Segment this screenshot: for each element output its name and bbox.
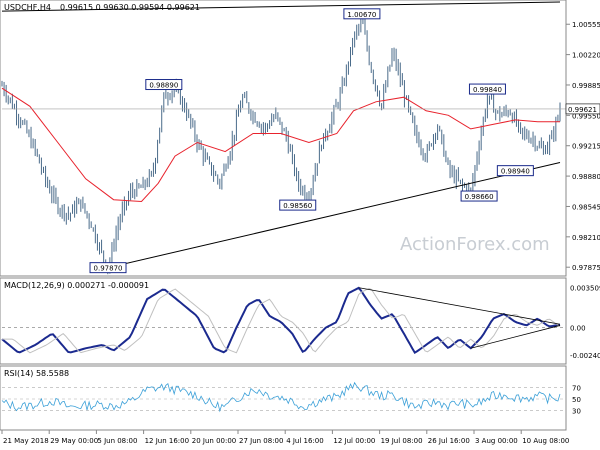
price-annotation-box xyxy=(460,190,498,202)
price-tick-label: 0.97875 xyxy=(572,264,600,272)
rsi-tick-label: 70 xyxy=(572,384,581,392)
time-tick-label: 26 Jul 16:00 xyxy=(428,437,470,445)
price-panel-frame xyxy=(0,0,567,277)
price-tick-label: 0.98210 xyxy=(572,234,600,242)
rsi-line xyxy=(1,381,561,413)
rsi-label: RSI(14) 58.5588 xyxy=(4,369,69,378)
time-axis: 21 May 2018 29 May 00:00 5 Jun 08:00 12 Jun… xyxy=(0,429,569,445)
current-price-marker: 0.99621 xyxy=(2,103,600,115)
time-tick-label: 12 Jun 16:00 xyxy=(145,437,189,445)
price-annotation-label: 0.98660 xyxy=(465,193,494,201)
ohlc-label: 0.99615 0.99630 0.99594 0.99621 xyxy=(60,3,200,12)
watermark: ActionForex.com xyxy=(400,234,550,255)
symbol-label: USDCHF,H4 xyxy=(4,3,51,12)
time-tick-label: 20 Jun 00:00 xyxy=(192,437,236,445)
price-annotation-label: 0.98560 xyxy=(283,202,312,210)
price-tick-label: 0.99885 xyxy=(572,82,600,90)
price-tick-label: 1.00220 xyxy=(572,52,600,60)
price-tick-label: 1.00555 xyxy=(572,21,600,29)
macd-tick-label: 0.00 xyxy=(570,325,586,333)
time-tick-label: 5 Jun 08:00 xyxy=(97,437,137,445)
current-price-label: 0.99621 xyxy=(568,106,597,114)
price-annotation-box xyxy=(496,165,534,177)
price-annotations: 0.97870 0.98890 0.98560 1.00670 0.99840 0.986… xyxy=(89,8,534,274)
macd-lines xyxy=(1,286,566,354)
price-annotation-label: 0.99840 xyxy=(473,86,502,94)
moving-average xyxy=(1,87,560,203)
trendline xyxy=(107,162,561,269)
price-tick-label: 0.99215 xyxy=(572,143,600,151)
price-annotation-box xyxy=(89,262,127,274)
macd-line xyxy=(1,286,561,354)
macd-label: MACD(12,26,9) 0.000271 -0.000091 xyxy=(4,281,149,290)
price-tick-label: 0.98880 xyxy=(572,173,600,181)
time-tick-label: 10 Aug 08:00 xyxy=(522,437,569,445)
price-annotation-box xyxy=(279,199,317,211)
price-annotation-label: 0.98890 xyxy=(149,82,178,90)
time-tick-label: 3 Aug 00:00 xyxy=(475,437,518,445)
price-panel: USDCHF,H4 0.99615 0.99630 0.99594 0.9962… xyxy=(0,0,600,277)
macd-signal-line xyxy=(2,287,561,354)
price-axis: 1.00555 1.00220 0.99885 0.99550 0.99215 0.988… xyxy=(566,21,600,272)
price-tick-label: 0.98545 xyxy=(572,203,600,211)
macd-panel-frame xyxy=(0,277,567,365)
time-tick-label: 19 Jul 08:00 xyxy=(381,437,423,445)
price-annotation-label: 1.00670 xyxy=(347,11,376,19)
time-tick-label: 27 Jun 08:00 xyxy=(239,437,283,445)
time-tick-label: 29 May 00:00 xyxy=(50,437,98,445)
candles xyxy=(1,12,561,275)
time-tick-label: 21 May 2018 xyxy=(3,437,49,445)
price-annotation-label: 0.98940 xyxy=(501,168,530,176)
trendlines xyxy=(1,1,561,269)
price-annotation-box xyxy=(145,79,183,91)
macd-trendline xyxy=(470,325,561,349)
time-tick-label: 12 Jul 00:00 xyxy=(333,437,375,445)
rsi-tick-label: 50 xyxy=(572,396,581,404)
macd-axis: 0.003509 0.00 -0.002408 xyxy=(570,285,600,361)
trendline xyxy=(1,1,561,12)
rsi-axis: 70 50 30 xyxy=(2,384,581,416)
rsi-tick-label: 30 xyxy=(572,408,581,416)
macd-tick-label: 0.003509 xyxy=(570,285,600,293)
price-annotation-label: 0.97870 xyxy=(94,265,123,273)
current-price-box xyxy=(565,103,600,115)
price-annotation-box xyxy=(468,83,506,95)
price-tick-label: 0.99550 xyxy=(572,112,600,120)
macd-panel: MACD(12,26,9) 0.000271 -0.000091 0.00350… xyxy=(0,277,600,365)
ma-line xyxy=(1,87,560,203)
macd-trendline xyxy=(359,287,561,325)
price-annotation-box xyxy=(343,8,381,20)
rsi-line xyxy=(1,381,561,413)
time-tick-label: 4 Jul 16:00 xyxy=(286,437,324,445)
macd-tick-label: -0.002408 xyxy=(570,352,600,360)
